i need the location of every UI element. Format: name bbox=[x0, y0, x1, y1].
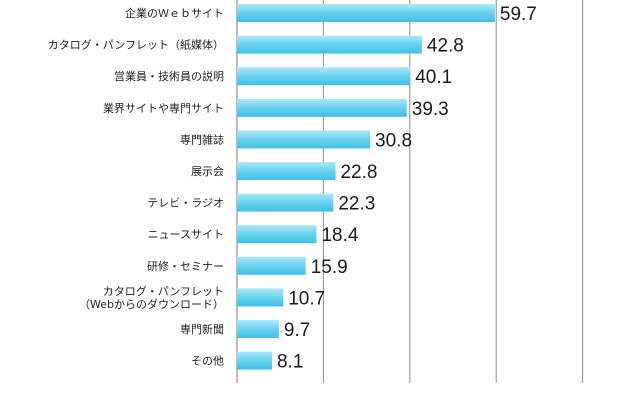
category-label: 展示会 bbox=[191, 165, 224, 178]
bar bbox=[237, 98, 407, 117]
category-label: 企業のＷｅｂサイト bbox=[125, 6, 224, 20]
bar bbox=[237, 162, 336, 180]
bar bbox=[237, 351, 272, 370]
label-layer: 59.7 企業のＷｅｂサイト 42.8 カタログ・パンフレット（紙媒体） 40.1 営業員… bbox=[48, 4, 537, 373]
bar bbox=[237, 67, 411, 86]
value-label: 22.3 bbox=[338, 194, 375, 215]
category-label: ニュースサイト bbox=[148, 228, 224, 241]
value-label: 18.4 bbox=[321, 225, 358, 246]
category-label: カタログ・パンフレット（紙媒体） bbox=[48, 38, 224, 52]
bar bbox=[237, 193, 334, 212]
bar bbox=[237, 130, 371, 149]
category-label: 営業員・技術員の説明 bbox=[114, 69, 224, 83]
bar bbox=[237, 256, 306, 275]
value-label: 42.8 bbox=[427, 36, 464, 57]
grid-layer bbox=[236, 0, 584, 383]
bar bbox=[237, 35, 422, 54]
bar bbox=[237, 288, 284, 307]
category-label: テレビ・ラジオ bbox=[147, 197, 224, 210]
bar bbox=[237, 225, 317, 244]
value-label: 39.3 bbox=[412, 99, 449, 120]
value-label: 59.7 bbox=[500, 4, 537, 25]
bar bbox=[237, 320, 279, 338]
value-label: 9.7 bbox=[284, 320, 310, 341]
value-label: 15.9 bbox=[311, 257, 348, 278]
category-label: 専門雑誌 bbox=[180, 132, 224, 146]
value-label: 8.1 bbox=[277, 352, 303, 373]
category-label: カタログ・パンフレット（Webからのダウンロード） bbox=[79, 284, 224, 311]
bar bbox=[237, 4, 495, 22]
value-label: 10.7 bbox=[288, 288, 325, 309]
category-label: 研修・セミナー bbox=[147, 259, 224, 273]
value-label: 30.8 bbox=[375, 130, 412, 151]
bar-layer bbox=[237, 4, 495, 370]
category-label: 専門新聞 bbox=[180, 322, 224, 336]
category-label: その他 bbox=[191, 355, 224, 368]
value-label: 40.1 bbox=[415, 67, 452, 88]
value-label: 22.8 bbox=[340, 162, 377, 183]
category-label: 業界サイトや専門サイト bbox=[103, 102, 224, 115]
